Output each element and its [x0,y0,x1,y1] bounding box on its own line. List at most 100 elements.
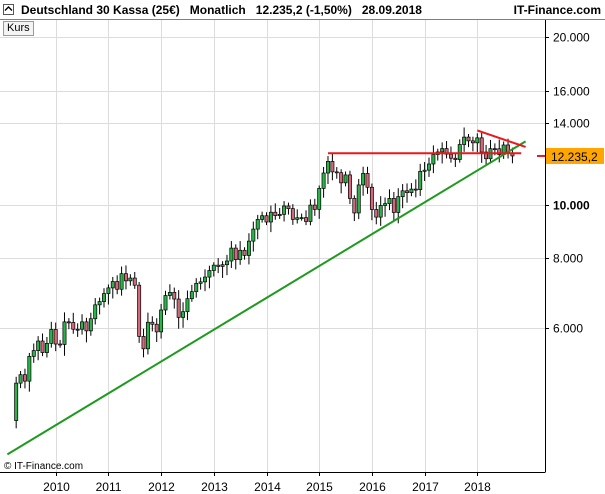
candle-up [475,137,480,144]
candle-up [431,154,436,165]
candle-down [115,281,120,290]
candle-up [356,184,361,214]
candle-down [369,186,374,210]
candle-up [268,211,273,223]
candle-down [312,204,317,210]
candle-down [374,209,379,218]
x-tick-label: 2013 [201,480,228,494]
candle-up [49,329,54,344]
candle-up [387,198,392,205]
candle-up [317,188,322,210]
candle-down [216,264,221,267]
candle-down [66,321,71,324]
candle-up [343,174,348,184]
candle-down [23,374,27,382]
candle-up [361,173,366,186]
candle-up [238,249,243,260]
last-price-label: 12.235,2 [551,150,598,164]
candle-up [255,219,260,230]
series-legend-kurs[interactable]: Kurs [3,21,34,36]
candle-up [163,295,168,311]
candle-up [27,356,32,382]
candle-down [264,215,269,223]
candle-up [251,228,256,242]
trendline-triangle-top [476,129,526,148]
instrument-name: Deutschland 30 Kassa (25€) [21,3,180,17]
collapse-icon[interactable] [3,4,14,15]
axes: 6.000 8.000 10.000 14.000 16.000 20.000 2010 20… [0,20,604,494]
candle-down [124,273,128,282]
candle-up [400,190,405,198]
candle-up [128,277,133,282]
chart-title-line: Deutschland 30 Kassa (25€) Monatlich 12.… [21,3,422,17]
y-tick-label: 20.000 [553,31,590,45]
candle-down [150,321,155,325]
candle-up [167,292,172,296]
candle-up [457,144,462,160]
candle-down [132,277,137,286]
candle-down [304,217,308,222]
candle-down [290,208,295,220]
candle-up [185,298,190,313]
candle-down [479,137,484,153]
candle-up [110,281,115,289]
candle-down [242,249,247,256]
candle-up [18,374,23,384]
candle-down [176,298,181,318]
candle-down [339,172,344,184]
y-tick-label: 16.000 [553,85,590,99]
candle-down [449,153,453,159]
x-tick-label: 2017 [412,480,439,494]
candle-down [71,322,76,330]
candle-down [347,174,352,199]
candle-up [14,382,19,421]
candle-down [470,140,475,144]
candle-down [84,321,89,332]
period-label: Monatlich [189,3,246,17]
x-tick-label: 2012 [148,480,175,494]
chart-header: Deutschland 30 Kassa (25€) Monatlich 12.… [0,0,605,20]
candle-up [102,293,106,302]
grid [0,20,545,472]
candle-up [282,205,287,215]
candle-up [198,281,203,284]
candle-down [497,148,502,155]
candle-up [295,217,300,220]
candle-down [391,198,396,213]
candle-up [62,321,67,345]
candle-up [260,215,265,220]
last-price-tag [546,147,604,164]
candle-up [383,203,388,206]
candle-up [225,260,229,266]
candle-up [93,304,98,320]
candle-down [466,136,471,142]
candle-up [106,287,111,294]
candle-up [31,350,36,357]
candle-up [189,291,194,300]
candle-down [352,198,357,214]
brand-name: IT-Finance.com [513,3,601,17]
quote-value: 12.235,2 (-1,50%) [255,3,352,17]
candle-up [378,205,383,218]
candle-up [409,188,414,193]
candle-up [246,240,251,256]
candle-down [273,211,278,216]
candle-up [207,270,212,278]
y-tick-label: 10.000 [553,199,590,213]
candle-up [159,309,164,333]
candle-down [53,329,58,345]
candle-down [453,157,458,160]
quote-date: 28.09.2018 [361,3,422,17]
candle-up [418,170,423,191]
candle-up [326,160,330,174]
x-tick-label: 2011 [96,480,122,494]
candle-down [365,173,370,188]
candle-up [427,163,431,171]
candle-down [58,343,63,346]
candlesticks [14,127,515,429]
trendline-support [6,140,527,456]
candle-down [141,336,146,350]
candle-up [422,169,427,172]
candle-down [233,247,238,260]
